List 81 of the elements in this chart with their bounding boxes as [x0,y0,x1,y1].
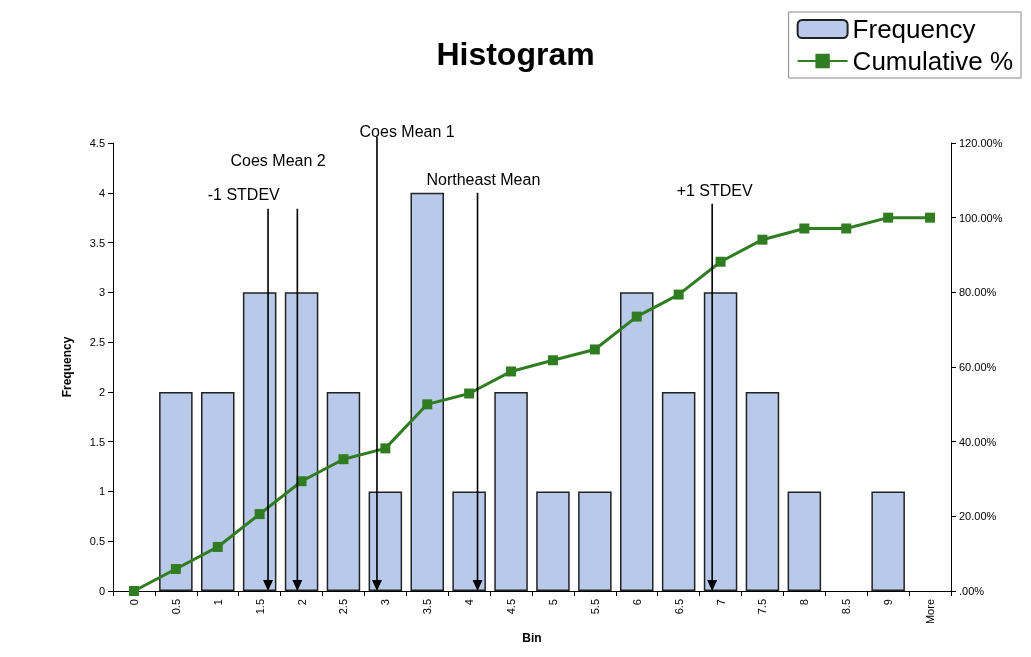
x-tick-label: 5.5 [588,599,601,615]
x-tick-label: 4.5 [505,599,518,615]
y-axis-title: Frequency [60,336,74,398]
point [464,388,475,399]
bar [200,391,235,591]
chart-title: Histogram [436,36,595,72]
y2-tick-label: .00% [959,585,985,597]
point [506,366,517,377]
bar [368,491,403,591]
x-tick-label: 9 [882,599,895,606]
x-tick-label: 0.5 [169,599,182,615]
bar [452,491,486,591]
y-tick-label: 1.5 [89,435,105,448]
point [673,289,684,300]
point [715,256,726,267]
legend-label: Frequency [852,14,976,44]
point [757,234,768,245]
x-tick-label: 8 [798,599,811,606]
point [422,399,433,410]
x-tick-label: 2.5 [337,599,350,615]
point [799,223,810,234]
point [631,311,642,322]
point [128,586,139,596]
point [883,212,894,223]
text: Coes Mean 1 [359,122,455,140]
bar [578,491,612,591]
annotation: Coes Mean 2 [230,152,326,170]
legend-label: Cumulative % [852,46,1014,76]
bar [661,391,696,591]
point [212,541,223,552]
x-tick-label: 7 [714,599,727,606]
point [547,355,558,366]
y2-tick-label: 40.00% [959,435,997,448]
point [380,443,391,454]
y2-tick-label: 120.00% [959,137,1003,149]
point [170,563,181,574]
x-tick-label: 1 [211,599,224,606]
x-tick-label: 7.5 [756,599,769,615]
bar [745,391,780,591]
y-tick-label: 4 [98,186,105,199]
x-tick-label: More [924,599,937,625]
x-tick-label: 1.5 [253,599,266,615]
bar [326,391,361,591]
bar [159,391,193,591]
x-tick-label: 8.5 [840,599,853,615]
point [254,509,265,520]
x-tick-label: 4 [463,599,476,606]
x-tick-label: 0 [127,599,140,606]
y2-tick-label: 80.00% [959,286,997,299]
y-tick-label: 4.5 [89,137,105,149]
point [296,476,307,487]
y-tick-label: 1 [98,485,105,498]
bar [494,391,528,591]
y2-tick-label: 60.00% [959,361,997,373]
x-tick-label: 3.5 [421,599,434,615]
x-tick-label: 3 [379,599,392,606]
point [925,212,936,223]
y-tick-label: 3.5 [89,236,105,249]
point [841,223,852,234]
annotation: Northeast Mean [426,171,541,189]
point [338,454,349,465]
x-tick-label: 6.5 [672,599,685,615]
point [589,344,600,355]
annotation: +1 STDEV [676,182,754,200]
bar [787,491,822,591]
x-tick-label: 6 [630,599,643,606]
x-tick-label: 5 [546,599,559,606]
y-tick-label: 2.5 [89,336,105,349]
y2-tick-label: 100.00% [959,211,1003,224]
y-tick-label: 2 [98,385,105,398]
y-tick-label: 0 [98,585,105,597]
y-tick-label: 3 [98,286,105,299]
annotation: -1 STDEV [207,186,281,204]
bar [619,292,654,591]
y2-tick-label: 20.00% [959,510,997,523]
bar [410,192,445,591]
x-tick-label: 2 [295,599,308,606]
bar [536,491,570,591]
bar [871,491,905,591]
y-tick-label: 0.5 [89,535,105,548]
x-axis-title: Bin [522,630,542,645]
